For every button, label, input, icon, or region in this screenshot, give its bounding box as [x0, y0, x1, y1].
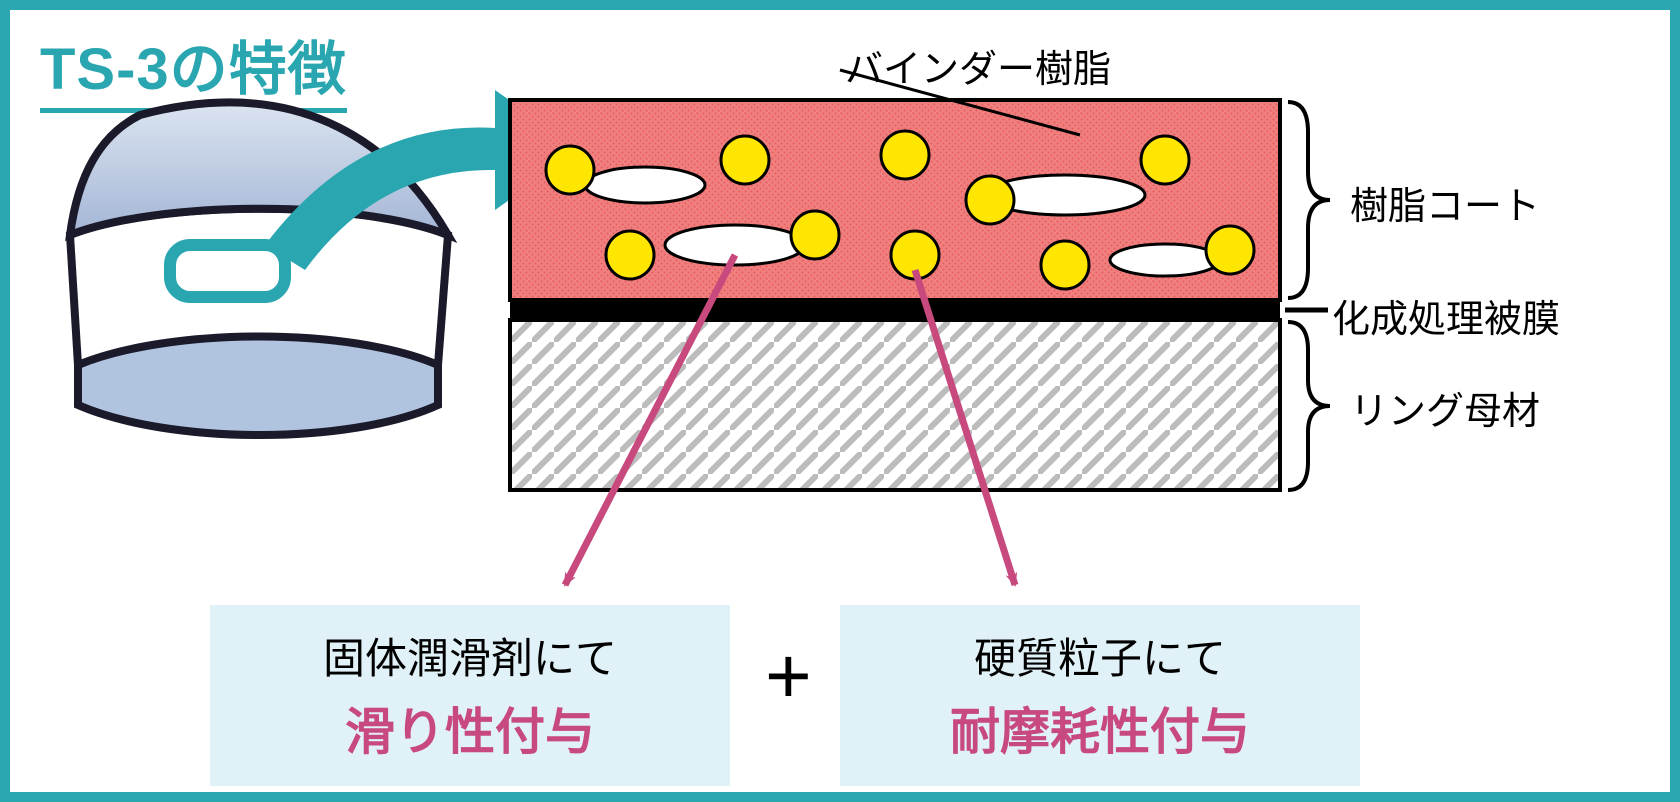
- layer-chemical-film: [510, 300, 1280, 320]
- feature-box-right: 硬質粒子にて 耐摩耗性付与: [840, 605, 1360, 786]
- left-box-line2: 滑り性付与: [240, 692, 700, 764]
- diagram-frame: TS-3の特徴: [0, 0, 1680, 802]
- label-resin-coat: 樹脂コート: [1350, 175, 1540, 230]
- right-box-line1: 硬質粒子にて: [870, 625, 1330, 686]
- label-binder-resin: バインダー樹脂: [845, 38, 1111, 93]
- brace-resin: [1288, 102, 1330, 298]
- feature-box-left: 固体潤滑剤にて 滑り性付与: [210, 605, 730, 786]
- label-ring-base: リング母材: [1350, 380, 1540, 435]
- plus-sign: +: [765, 630, 812, 722]
- label-chemical-film: 化成処理被膜: [1332, 288, 1560, 343]
- brace-base: [1288, 322, 1330, 490]
- right-box-line2: 耐摩耗性付与: [870, 692, 1330, 764]
- left-box-line1: 固体潤滑剤にて: [240, 625, 700, 686]
- cross-section: [510, 100, 1280, 490]
